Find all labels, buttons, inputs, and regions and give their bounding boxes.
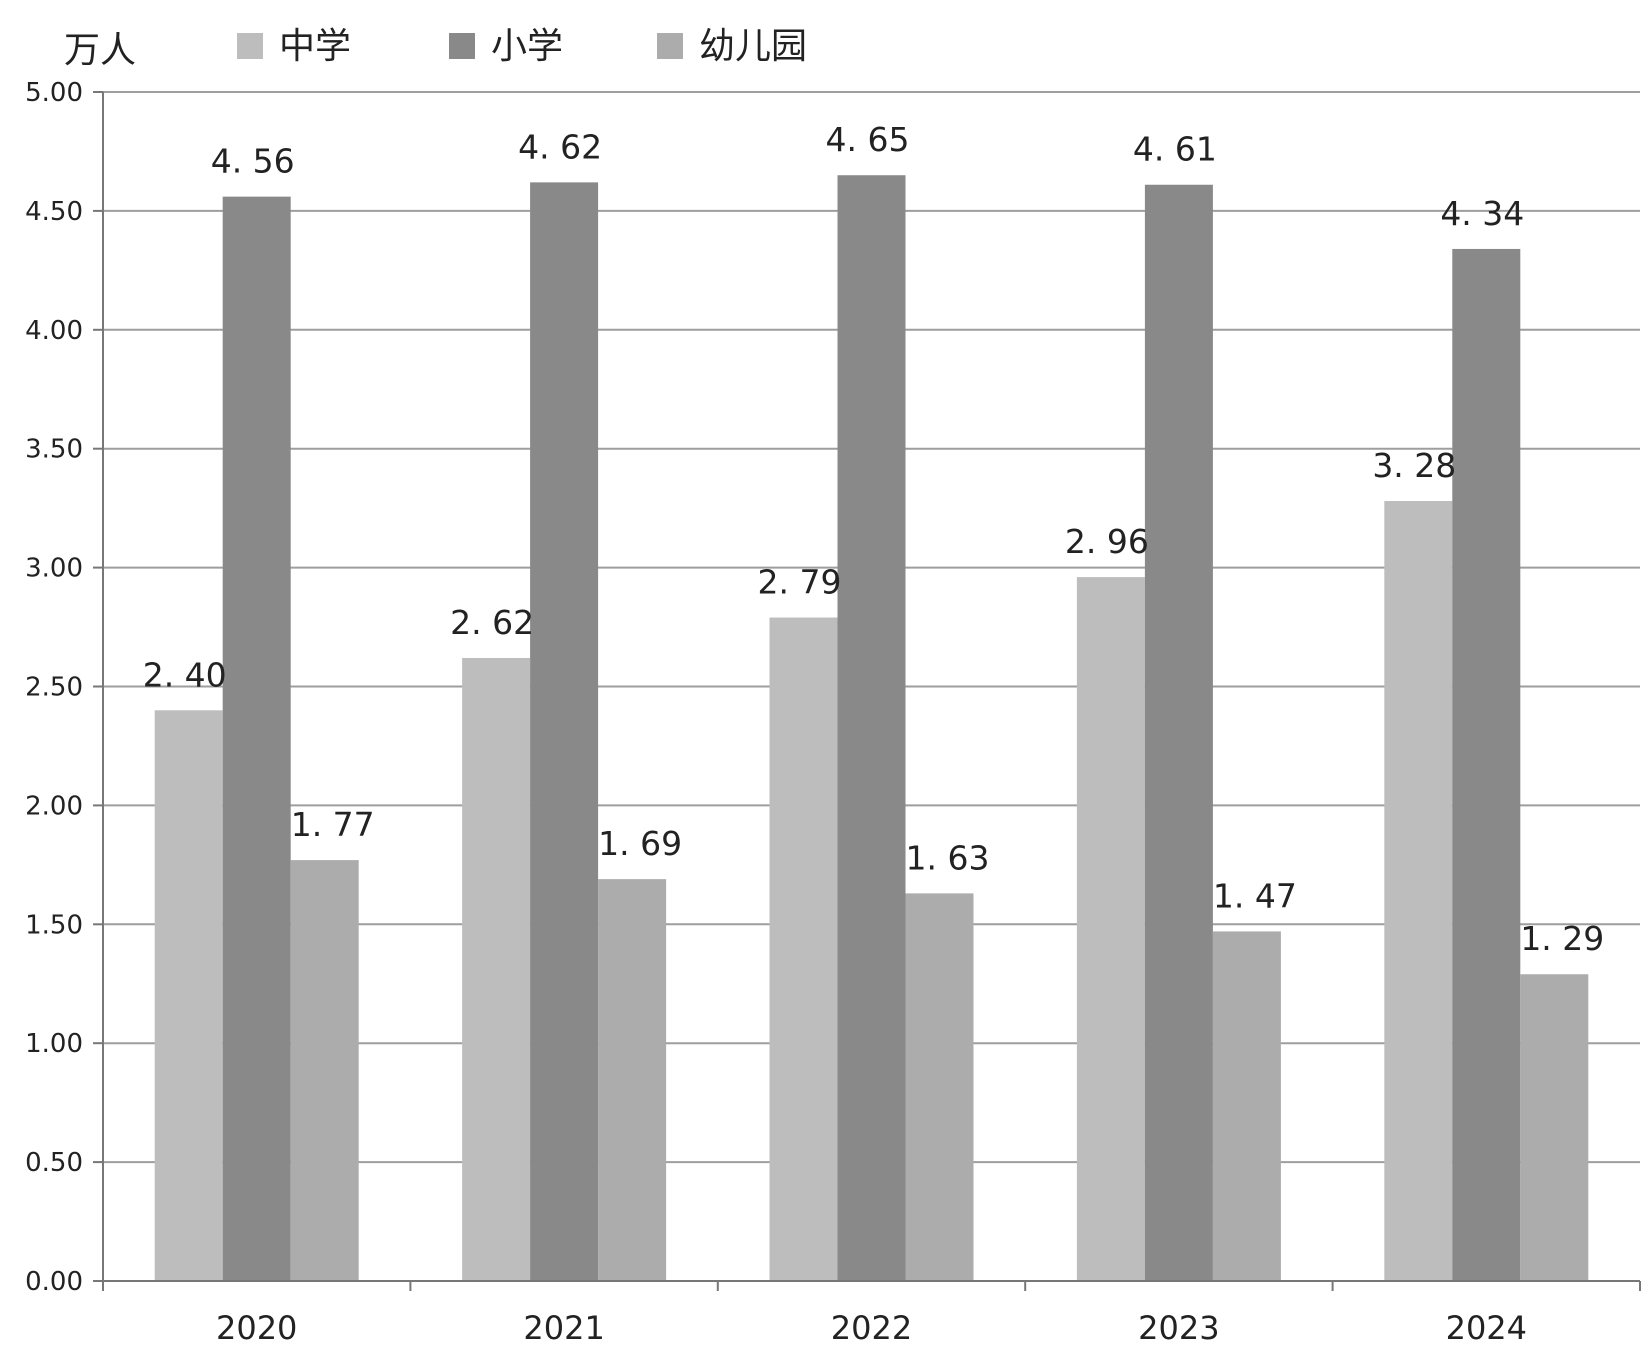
data-label: 1. 69 <box>598 824 682 863</box>
y-tick-label: 0.00 <box>25 1267 83 1297</box>
data-label: 3. 28 <box>1372 446 1456 485</box>
y-axis-unit-label: 万人 <box>64 30 136 71</box>
y-tick-label: 5.00 <box>25 78 83 108</box>
legend-label-幼儿园: 幼儿园 <box>699 26 807 67</box>
bar-小学-2024 <box>1452 248 1521 1281</box>
data-label: 4. 56 <box>211 142 295 181</box>
data-label: 1. 63 <box>906 838 990 877</box>
x-tick-label: 2021 <box>523 1309 604 1347</box>
data-label: 4. 65 <box>826 120 910 159</box>
data-label: 2. 79 <box>758 563 842 602</box>
y-tick-label: 3.00 <box>25 554 83 584</box>
x-tick-label: 2023 <box>1138 1309 1219 1347</box>
bar-小学-2020 <box>222 196 291 1282</box>
data-label: 4. 62 <box>518 127 602 166</box>
bar-中学-2020 <box>154 710 223 1281</box>
bar-小学-2023 <box>1144 184 1213 1282</box>
data-label: 1. 29 <box>1520 919 1604 958</box>
x-tick-label: 2024 <box>1446 1309 1527 1347</box>
y-tick-label: 2.00 <box>25 791 83 821</box>
data-label: 1. 47 <box>1213 876 1297 915</box>
data-label: 4. 34 <box>1440 194 1524 233</box>
bar-幼儿园-2021 <box>598 879 667 1281</box>
y-tick-label: 4.50 <box>25 197 83 227</box>
bar-中学-2022 <box>769 617 838 1281</box>
bar-中学-2023 <box>1076 577 1145 1281</box>
legend: 中学 小学 幼儿园 <box>237 26 807 67</box>
x-tick-label: 2022 <box>831 1309 912 1347</box>
bar-幼儿园-2020 <box>290 860 359 1281</box>
legend-swatch-幼儿园 <box>657 33 683 59</box>
y-tick-label: 2.50 <box>25 673 83 703</box>
y-tick-label: 0.50 <box>25 1148 83 1178</box>
y-tick-label: 3.50 <box>25 435 83 465</box>
data-label: 4. 61 <box>1133 130 1217 169</box>
legend-label-中学: 中学 <box>279 26 351 67</box>
bars <box>154 175 1589 1282</box>
bar-中学-2024 <box>1384 501 1453 1281</box>
bar-幼儿园-2022 <box>905 893 974 1281</box>
bar-小学-2022 <box>837 175 906 1282</box>
legend-label-小学: 小学 <box>491 26 563 67</box>
y-tick-label: 4.00 <box>25 316 83 346</box>
bar-中学-2021 <box>462 657 531 1281</box>
data-label: 2. 62 <box>450 603 534 642</box>
data-label: 1. 77 <box>291 805 375 844</box>
data-label: 2. 96 <box>1065 522 1149 561</box>
legend-swatch-小学 <box>449 33 475 59</box>
y-tick-label: 1.50 <box>25 910 83 940</box>
x-axis-ticks: 2020 2021 2022 2023 2024 <box>102 1281 1641 1347</box>
bar-幼儿园-2023 <box>1212 931 1281 1281</box>
bar-幼儿园-2024 <box>1520 974 1589 1281</box>
data-label: 2. 40 <box>143 655 227 694</box>
legend-swatch-中学 <box>237 33 263 59</box>
bar-小学-2021 <box>530 182 599 1281</box>
y-tick-label: 1.00 <box>25 1029 83 1059</box>
x-tick-label: 2020 <box>216 1309 297 1347</box>
y-axis-ticks: 0.00 0.50 1.00 1.50 2.00 2.50 3.00 3.50 4.00 4.50… <box>25 78 103 1297</box>
data-labels: 2. 40 4. 56 1. 77 2. 62 4. 62 1. 69 2. 79 4. 65… <box>143 120 1605 958</box>
axes <box>102 92 1640 1282</box>
